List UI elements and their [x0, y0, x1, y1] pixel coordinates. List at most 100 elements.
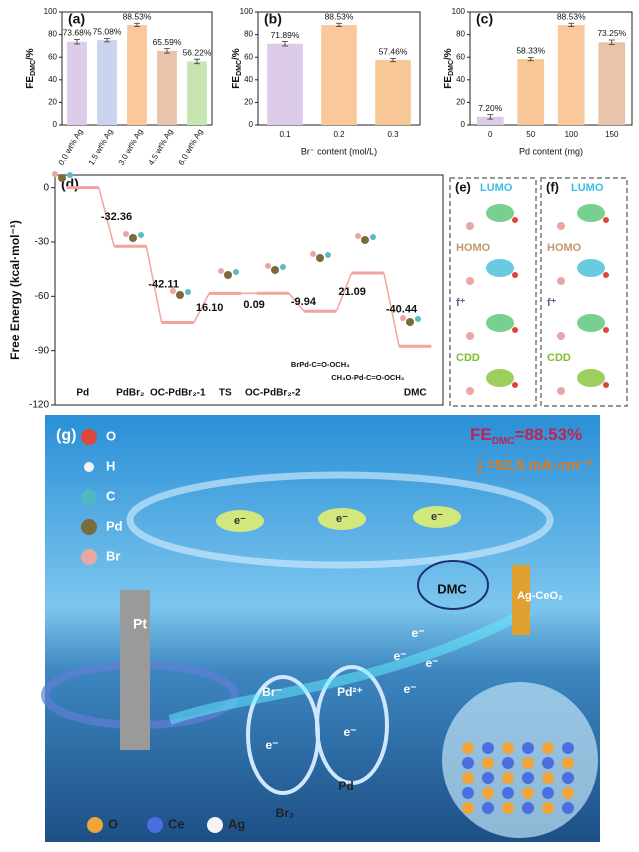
molecule-atom	[138, 232, 144, 238]
molecule-atom	[271, 266, 279, 274]
catalyst-atom	[502, 787, 514, 799]
orbital-label: HOMO	[456, 242, 491, 254]
legend-atom	[147, 817, 163, 833]
y-tick-label: 80	[48, 30, 57, 39]
catalyst-atom	[542, 787, 554, 799]
y-label-main: FE	[25, 76, 36, 89]
y-axis-label: FEDMC/%	[231, 48, 243, 89]
y-tick-label: 0	[43, 182, 49, 193]
catalyst-atom	[522, 802, 534, 814]
loop-pd	[315, 665, 389, 785]
step-label: 21.09	[338, 286, 366, 298]
y-label-unit: /%	[443, 48, 454, 60]
x-axis-label: Br⁻ content (mol/L)	[301, 146, 377, 156]
fe-sub: DMC	[492, 436, 515, 447]
x-tick-label: 6.0 wt% Ag	[177, 128, 205, 167]
legend-atom	[84, 462, 94, 472]
molecule-atom	[310, 251, 316, 257]
molecule-atom	[557, 387, 565, 395]
catalyst-atom	[462, 742, 474, 754]
molecule-atom	[400, 315, 406, 321]
step-connector	[193, 293, 210, 323]
catalyst-atom	[502, 802, 514, 814]
x-tick-label: 100	[565, 130, 579, 139]
value-label: 57.46%	[379, 47, 408, 57]
current-density: j =52.5 mA·cm⁻²	[477, 457, 592, 474]
orbital-blob	[486, 204, 514, 222]
molecule-atom	[316, 254, 324, 262]
y-tick-label: 20	[48, 98, 57, 107]
panel-label: (b)	[264, 11, 282, 27]
scene-label: Ag-CeO₂	[517, 590, 563, 602]
value-label: 7.20%	[478, 103, 503, 113]
legend-atom	[81, 429, 97, 445]
y-tick-label: 40	[48, 75, 57, 84]
value-label: 56.22%	[183, 47, 212, 57]
panel-label: (g)	[56, 427, 76, 444]
molecule-atom	[466, 387, 474, 395]
step-label: -40.44	[386, 304, 418, 316]
x-tick-label: CH₃O-Pd-C=O-OCH₃	[331, 373, 405, 382]
molecule-atom	[325, 252, 331, 258]
legend-atom	[81, 549, 97, 565]
y-label-sub: DMC	[30, 60, 37, 76]
error-bar	[164, 48, 170, 54]
y-tick-label: 80	[456, 30, 465, 39]
value-label: 75.08%	[93, 27, 122, 37]
error-bar	[527, 56, 534, 62]
electron-label: e⁻	[343, 725, 356, 739]
molecule-atom	[185, 289, 191, 295]
error-bar	[336, 22, 342, 28]
legend-label: H	[106, 458, 115, 473]
catalyst-atom	[522, 757, 534, 769]
bar	[321, 24, 357, 126]
catalyst-atom	[502, 757, 514, 769]
molecule-atom	[361, 236, 369, 244]
error-bar	[104, 38, 110, 43]
y-tick-label: 40	[244, 75, 253, 84]
orbital-blob	[577, 314, 605, 332]
x-tick-label: 4.5 wt% Ag	[147, 128, 175, 167]
catalyst-atom	[522, 742, 534, 754]
molecule-atom	[406, 318, 414, 326]
orbital-blob	[577, 369, 605, 387]
y-tick-label: 0	[461, 120, 466, 129]
error-bar	[390, 57, 396, 63]
x-tick-label: Pd	[76, 388, 89, 399]
catalyst-atom	[562, 802, 574, 814]
bar	[157, 50, 177, 125]
orbital-blob	[577, 204, 605, 222]
catalyst-atom	[522, 787, 534, 799]
step-connector	[145, 246, 163, 323]
orbital-label: f⁺	[456, 297, 466, 309]
x-tick-label: 3.0 wt% Ag	[117, 128, 145, 167]
step-label: -9.94	[291, 296, 317, 308]
scene-label: Br₂	[276, 806, 295, 820]
pt-electrode	[120, 590, 150, 750]
x-tick-label: DMC	[404, 388, 427, 399]
catalyst-atom	[482, 802, 494, 814]
y-tick-label: 100	[452, 7, 466, 16]
electron-capsule	[318, 508, 366, 530]
catalyst-atom	[542, 742, 554, 754]
molecule-atom	[224, 271, 232, 279]
catalyst-atom	[542, 772, 554, 784]
error-bar	[74, 39, 80, 45]
catalyst-atom	[462, 757, 474, 769]
value-label: 73.25%	[597, 28, 626, 38]
fe-main: FE	[470, 425, 492, 444]
y-tick-label: -60	[35, 291, 50, 302]
legend-label: C	[106, 488, 116, 503]
catalyst-sphere	[442, 682, 598, 838]
x-axis-label: Pd content (mg)	[519, 146, 583, 156]
catalyst-atom	[462, 802, 474, 814]
molecule-atom	[129, 234, 137, 242]
molecule-atom	[557, 222, 565, 230]
legend-label: Ce	[168, 816, 185, 831]
scene-label: Br⁻	[262, 685, 282, 699]
molecule-atom	[603, 272, 609, 278]
bar	[598, 42, 626, 125]
molecule-atom	[123, 231, 129, 237]
molecule-atom	[52, 171, 58, 177]
bar	[267, 43, 303, 126]
